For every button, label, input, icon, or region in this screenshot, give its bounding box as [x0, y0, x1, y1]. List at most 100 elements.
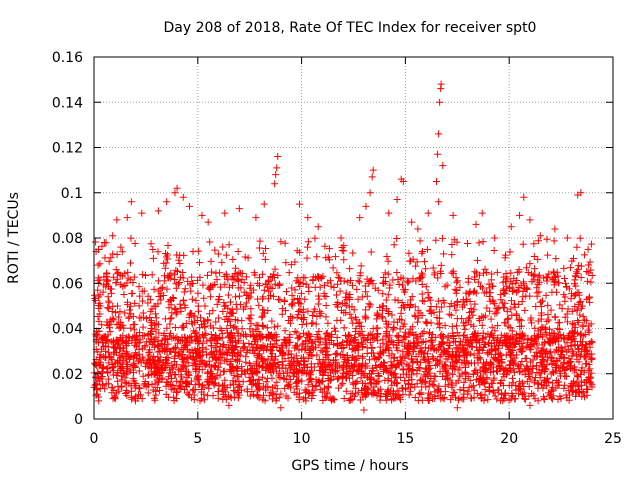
data-point: [428, 336, 436, 344]
data-point: [573, 371, 581, 379]
data-point: [342, 387, 350, 395]
data-point: [221, 376, 229, 384]
data-point: [180, 288, 188, 296]
data-point: [345, 396, 353, 404]
data-point: [351, 355, 359, 363]
data-point: [383, 390, 391, 398]
data-point: [109, 232, 117, 240]
data-point: [494, 305, 502, 313]
data-point: [453, 329, 461, 337]
data-point: [429, 264, 437, 272]
data-point: [519, 293, 527, 301]
data-point: [114, 369, 122, 377]
data-point: [578, 387, 586, 395]
data-point: [181, 285, 189, 293]
data-point: [261, 255, 269, 263]
data-point: [178, 345, 186, 353]
data-point: [448, 392, 456, 400]
data-point: [429, 341, 437, 349]
data-point: [294, 367, 302, 375]
data-point: [157, 340, 165, 348]
data-point: [399, 390, 407, 398]
data-point: [123, 301, 131, 309]
data-point: [555, 279, 563, 287]
data-point: [554, 381, 562, 389]
data-point: [515, 364, 523, 372]
data-point: [193, 316, 201, 324]
data-point: [574, 345, 582, 353]
data-point: [389, 390, 397, 398]
data-point: [556, 367, 564, 375]
data-point: [422, 338, 430, 346]
data-point: [503, 307, 511, 315]
data-point: [494, 322, 502, 330]
data-point: [581, 251, 589, 259]
data-point: [476, 381, 484, 389]
data-point: [194, 372, 202, 380]
data-point: [94, 276, 102, 284]
data-point: [510, 365, 518, 373]
data-point: [163, 360, 171, 368]
data-point: [497, 380, 505, 388]
data-point: [203, 369, 211, 377]
data-point: [161, 364, 169, 372]
data-point: [416, 376, 424, 384]
data-point: [483, 288, 491, 296]
data-point: [215, 363, 223, 371]
data-point: [312, 273, 320, 281]
data-point: [194, 302, 202, 310]
data-point: [561, 313, 569, 321]
y-tick-label: 0: [74, 412, 83, 428]
data-point: [433, 387, 441, 395]
data-point: [533, 362, 541, 370]
data-point: [349, 249, 357, 257]
data-point: [479, 238, 487, 246]
data-point: [131, 363, 139, 371]
data-point: [588, 355, 596, 363]
data-point: [104, 276, 112, 284]
data-point: [490, 342, 498, 350]
data-point: [284, 381, 292, 389]
data-point: [492, 346, 500, 354]
data-point: [400, 286, 408, 294]
data-point: [145, 349, 153, 357]
data-point: [468, 394, 476, 402]
data-point: [263, 324, 271, 332]
data-point: [304, 214, 312, 222]
data-point: [188, 273, 196, 281]
data-point: [518, 379, 526, 387]
data-point: [434, 297, 442, 305]
data-point: [151, 367, 159, 375]
data-point: [185, 371, 193, 379]
data-point: [574, 317, 582, 325]
data-point: [254, 392, 262, 400]
data-point: [148, 305, 156, 313]
data-point: [112, 389, 120, 397]
data-point: [367, 339, 375, 347]
data-point: [313, 312, 321, 320]
data-point: [475, 375, 483, 383]
data-point: [489, 282, 497, 290]
data-point: [491, 234, 499, 242]
data-point: [345, 303, 353, 311]
data-point: [493, 368, 501, 376]
data-point: [200, 320, 208, 328]
data-point: [546, 390, 554, 398]
data-point: [350, 338, 358, 346]
data-point: [322, 292, 330, 300]
data-point: [126, 365, 134, 373]
data-point: [406, 330, 414, 338]
data-point: [510, 300, 518, 308]
data-point: [129, 312, 137, 320]
data-point: [337, 234, 345, 242]
data-point: [315, 295, 323, 303]
data-point: [188, 318, 196, 326]
data-point: [283, 288, 291, 296]
data-point: [447, 300, 455, 308]
data-point: [563, 363, 571, 371]
data-point: [463, 239, 471, 247]
data-point: [314, 360, 322, 368]
data-point: [398, 338, 406, 346]
y-tick-label: 0.04: [52, 322, 83, 338]
data-point: [585, 293, 593, 301]
